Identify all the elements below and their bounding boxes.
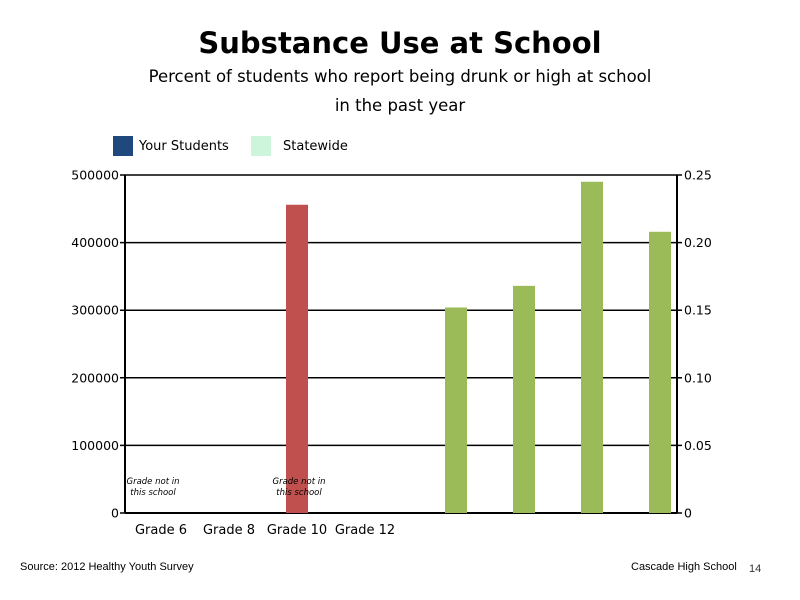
page-number: 14: [749, 563, 762, 575]
y-tick-label-left: 400000: [71, 235, 119, 250]
annotation-text: Grade not in: [273, 477, 326, 487]
legend-item-statewide: Statewide: [251, 135, 348, 157]
chart-title: Substance Use at School: [198, 26, 602, 60]
y-tick-label-right: 0.25: [684, 168, 712, 183]
legend-item-your-students: Your Students: [113, 135, 229, 157]
y-tick-label-left: 500000: [71, 168, 119, 183]
source-note: Source: 2012 Healthy Youth Survey: [20, 561, 194, 573]
x-tick-label: Grade 6: [135, 523, 187, 538]
y-tick-label-right: 0.15: [684, 303, 712, 318]
bar-secondary: [649, 231, 671, 513]
annotation-text: this school: [130, 488, 176, 498]
y-tick-label-right: 0: [684, 506, 692, 521]
x-tick-label: Grade 12: [335, 523, 395, 538]
legend-label-statewide: Statewide: [283, 138, 348, 154]
school-name: Cascade High School: [631, 561, 737, 573]
y-tick-label-right: 0.20: [684, 235, 712, 250]
bar-secondary: [513, 285, 535, 513]
legend-label-your-students: Your Students: [139, 138, 229, 154]
y-tick-label-left: 200000: [71, 370, 119, 385]
y-tick-label-right: 0.05: [684, 438, 712, 453]
bar-secondary: [445, 307, 467, 513]
y-tick-label-left: 100000: [71, 438, 119, 453]
bar-secondary: [581, 181, 603, 513]
x-tick-label: Grade 10: [267, 523, 327, 538]
bar-primary: [286, 204, 308, 513]
legend-swatch-your-students: [113, 136, 133, 156]
x-tick-label: Grade 8: [203, 523, 255, 538]
y-tick-label-left: 0: [111, 506, 119, 521]
y-tick-label-right: 0.10: [684, 370, 712, 385]
y-tick-label-left: 300000: [71, 303, 119, 318]
chart-subtitle-line-1: Percent of students who report being dru…: [148, 67, 652, 86]
chart-subtitle-line-2: in the past year: [334, 96, 466, 115]
legend-swatch-statewide: [251, 136, 271, 156]
annotation-text: this school: [276, 488, 322, 498]
annotation-text: Grade not in: [127, 477, 180, 487]
